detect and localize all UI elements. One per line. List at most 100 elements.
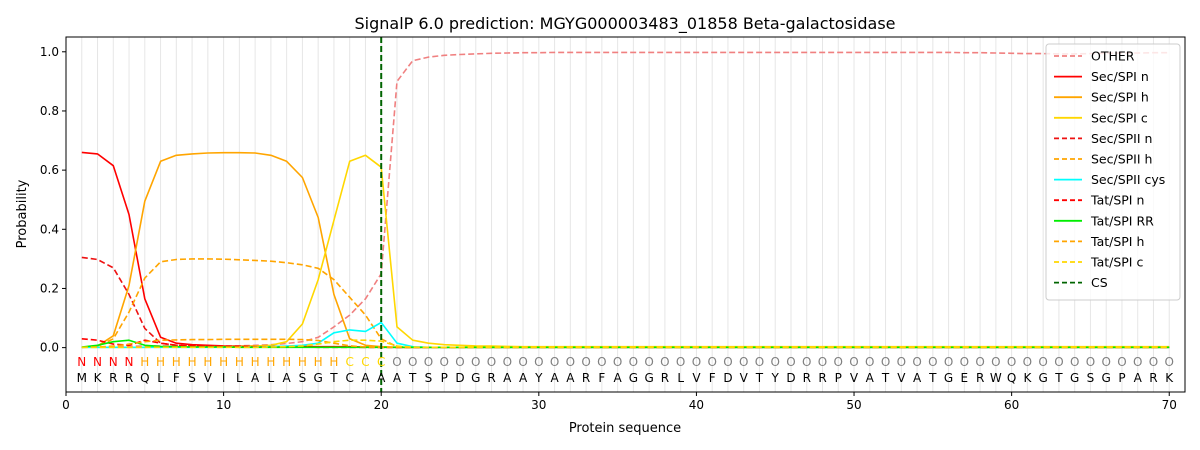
y-tick-label: 0.8: [40, 104, 59, 118]
legend-label: CS: [1091, 275, 1108, 290]
region-label: O: [1086, 355, 1095, 369]
region-label: N: [93, 355, 102, 369]
residue-label: K: [1165, 371, 1174, 385]
residue-label: T: [755, 371, 764, 385]
region-label: H: [298, 355, 307, 369]
region-label: O: [534, 355, 543, 369]
region-label: O: [1165, 355, 1174, 369]
residue-label: A: [1134, 371, 1143, 385]
region-label: O: [471, 355, 480, 369]
region-label: C: [345, 355, 353, 369]
residue-label: Y: [534, 371, 543, 385]
legend-label: Tat/SPI h: [1090, 234, 1144, 249]
y-axis-label: Probability: [15, 179, 30, 248]
legend-label: Sec/SPI c: [1091, 110, 1148, 125]
residue-label: R: [1149, 371, 1157, 385]
residue-label: D: [723, 371, 732, 385]
region-label: O: [503, 355, 512, 369]
residue-label: F: [709, 371, 716, 385]
residue-label: G: [314, 371, 323, 385]
region-label: O: [408, 355, 417, 369]
residue-label: I: [222, 371, 226, 385]
residue-label: S: [299, 371, 307, 385]
residue-label: A: [519, 371, 528, 385]
region-label: N: [125, 355, 134, 369]
region-label: O: [550, 355, 559, 369]
residue-label: T: [1054, 371, 1063, 385]
residue-label: V: [692, 371, 701, 385]
region-label: O: [1101, 355, 1110, 369]
region-label: O: [613, 355, 622, 369]
region-label: O: [692, 355, 701, 369]
region-label: O: [960, 355, 969, 369]
residue-label: T: [408, 371, 417, 385]
region-label: O: [518, 355, 527, 369]
region-label: H: [314, 355, 323, 369]
region-label: O: [660, 355, 669, 369]
region-label: O: [597, 355, 606, 369]
residue-label: A: [251, 371, 260, 385]
chart-title: SignalP 6.0 prediction: MGYG000003483_01…: [354, 14, 895, 34]
x-tick-label: 40: [689, 398, 704, 412]
residue-label: V: [850, 371, 859, 385]
region-label: O: [834, 355, 843, 369]
region-label: H: [172, 355, 181, 369]
y-tick-label: 0.2: [40, 281, 59, 295]
region-label: N: [77, 355, 86, 369]
region-label: O: [455, 355, 464, 369]
region-label: O: [676, 355, 685, 369]
region-label: O: [644, 355, 653, 369]
residue-label: A: [614, 371, 623, 385]
residue-label: D: [455, 371, 464, 385]
region-label: O: [786, 355, 795, 369]
residue-label: T: [329, 371, 338, 385]
region-label: O: [991, 355, 1000, 369]
residue-label: R: [109, 371, 117, 385]
region-label: O: [1007, 355, 1016, 369]
residue-label: K: [94, 371, 103, 385]
region-label: O: [849, 355, 858, 369]
region-label: O: [629, 355, 638, 369]
region-label: H: [140, 355, 149, 369]
x-axis-label: Protein sequence: [569, 421, 681, 436]
x-tick-label: 70: [1162, 398, 1177, 412]
residue-label: V: [897, 371, 906, 385]
residue-label: A: [566, 371, 575, 385]
residue-label: E: [961, 371, 969, 385]
residue-label: G: [1038, 371, 1047, 385]
region-label: O: [566, 355, 575, 369]
residue-label: A: [361, 371, 370, 385]
region-label: H: [251, 355, 260, 369]
residue-label: R: [661, 371, 669, 385]
region-label: O: [944, 355, 953, 369]
legend: OTHER Sec/SPI n Sec/SPI h Sec/SPI c Sec/SPII…: [1045, 43, 1181, 301]
region-label: O: [1054, 355, 1063, 369]
residue-label: A: [913, 371, 922, 385]
residue-label: R: [125, 371, 133, 385]
plot-frame: [65, 36, 1186, 393]
y-tick-label: 0.6: [40, 163, 59, 177]
region-label: O: [1149, 355, 1158, 369]
residue-label: G: [1070, 371, 1079, 385]
residue-label: T: [928, 371, 937, 385]
region-label: H: [329, 355, 338, 369]
region-label: H: [219, 355, 228, 369]
residue-label: G: [471, 371, 480, 385]
x-tick-label: 30: [531, 398, 546, 412]
residue-label: Y: [771, 371, 780, 385]
region-label: O: [424, 355, 433, 369]
region-label: O: [897, 355, 906, 369]
region-label: O: [707, 355, 716, 369]
region-label: H: [235, 355, 244, 369]
region-label: C: [361, 355, 369, 369]
region-label: O: [392, 355, 401, 369]
y-tick-label: 1.0: [40, 45, 59, 59]
residue-label: A: [283, 371, 292, 385]
x-tick-label: 20: [374, 398, 389, 412]
region-label: N: [109, 355, 118, 369]
region-label: O: [1133, 355, 1142, 369]
x-tick-label: 0: [62, 398, 70, 412]
region-label: O: [881, 355, 890, 369]
residue-label: P: [835, 371, 842, 385]
